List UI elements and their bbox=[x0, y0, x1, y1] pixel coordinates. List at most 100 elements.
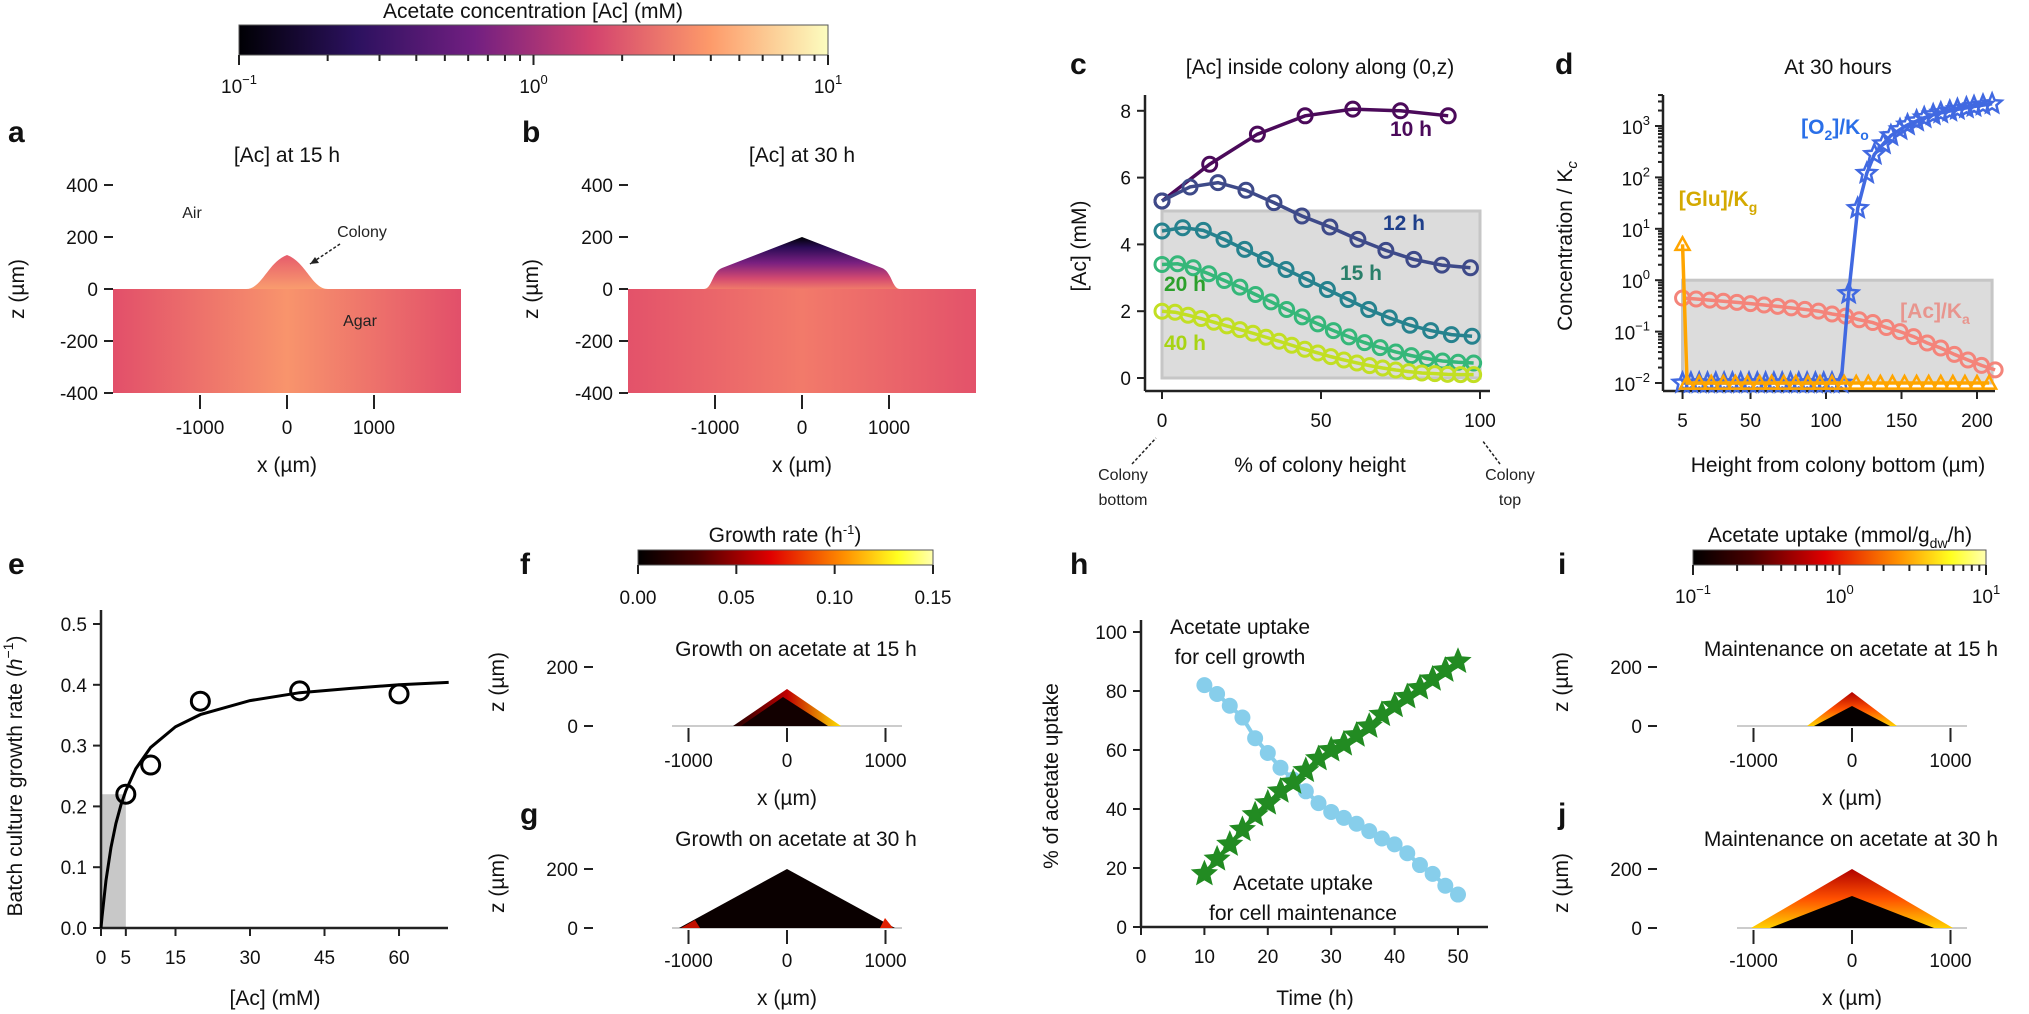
x-tick-label: 5 bbox=[121, 948, 132, 969]
series-star bbox=[1190, 647, 1472, 886]
label-subscript: a bbox=[1962, 311, 1970, 327]
data-point bbox=[1361, 823, 1378, 840]
y-tick-label: 0 bbox=[1631, 919, 1642, 940]
data-point bbox=[1919, 373, 1938, 390]
data-point bbox=[1442, 326, 1460, 344]
data-point bbox=[1399, 845, 1416, 862]
colorbar-ticks: 10−1 100 101 bbox=[1675, 565, 2000, 608]
data-point bbox=[1259, 744, 1276, 761]
data-point bbox=[1174, 219, 1192, 237]
tick-base: 10 bbox=[1622, 118, 1643, 139]
agar-label: Agar bbox=[343, 313, 377, 330]
data-point bbox=[1439, 107, 1457, 125]
data-point bbox=[1677, 373, 1697, 390]
tick-exponent: 1 bbox=[1643, 216, 1650, 231]
data-point bbox=[1387, 343, 1405, 361]
panel-d: d At 30 hours Height from colony bottom … bbox=[1554, 48, 2005, 477]
data-point bbox=[1310, 795, 1327, 812]
tick-exponent: −1 bbox=[242, 72, 257, 87]
data-point bbox=[1871, 373, 1890, 390]
tick-exponent: 3 bbox=[1643, 113, 1650, 128]
panel-g: g Growth on acetate at 30 h x (µm) z (µm… bbox=[486, 798, 917, 1010]
data-point bbox=[1835, 280, 1862, 305]
x-axis-label: Height from colony bottom (µm) bbox=[1691, 454, 1986, 477]
data-point bbox=[1894, 111, 1921, 136]
y-tick-label: 0 bbox=[567, 919, 578, 940]
y-tick-label: 0.2 bbox=[61, 797, 87, 818]
y-tick-label: 0 bbox=[87, 280, 98, 301]
series-line bbox=[1161, 309, 1474, 377]
y-tick-label: 10−2 bbox=[1614, 370, 1650, 396]
y-axis-label-main: Concentration / K bbox=[1554, 169, 1577, 331]
air-label: Air bbox=[182, 205, 202, 222]
y-axis-label-main: Batch culture growth rate ( bbox=[4, 670, 27, 916]
data-point bbox=[1955, 373, 1975, 390]
data-point bbox=[1228, 815, 1256, 842]
x-tick-label: 10 bbox=[1194, 947, 1215, 968]
colorbar-tick-label: 10−1 bbox=[221, 72, 257, 98]
y-tick-label: 400 bbox=[581, 176, 613, 197]
agar-heatmap bbox=[113, 289, 461, 393]
x-axis-label: x (µm) bbox=[257, 454, 317, 477]
data-point bbox=[1236, 240, 1254, 258]
tick-base: 10 bbox=[1622, 221, 1643, 242]
data-point bbox=[1401, 316, 1419, 334]
colorbar-tick-label: 100 bbox=[1825, 582, 1853, 608]
data-point bbox=[1463, 327, 1481, 345]
colorbar-gradient bbox=[637, 549, 934, 566]
y-tick-label: 0 bbox=[602, 280, 613, 301]
data-point bbox=[1690, 373, 1709, 390]
y-tick-label: 200 bbox=[546, 658, 578, 679]
y-tick-label: 6 bbox=[1120, 169, 1131, 190]
data-point bbox=[1928, 99, 1954, 124]
data-point bbox=[1738, 373, 1757, 390]
data-point bbox=[1215, 230, 1233, 248]
y-axis-label-sub: c bbox=[1564, 161, 1581, 169]
y-tick-label: 0 bbox=[567, 717, 578, 738]
colony-heatmap bbox=[704, 237, 900, 289]
series-triangle bbox=[1673, 234, 1999, 390]
x-tick-label: 15 bbox=[165, 948, 186, 969]
shaded-region bbox=[101, 794, 126, 928]
series-circle bbox=[1196, 677, 1466, 903]
y-tick-label: 0.0 bbox=[61, 919, 87, 940]
chart-title: [Ac] inside colony along (0,z) bbox=[1186, 56, 1454, 79]
tick-exponent: −1 bbox=[1635, 319, 1650, 334]
data-point bbox=[1786, 373, 1805, 390]
label-subscript: o bbox=[1860, 127, 1869, 143]
colorbar-tick-label: 100 bbox=[519, 72, 547, 98]
colorbar-ticks: 10−1 100 101 bbox=[221, 55, 842, 98]
x-tick-label: 40 bbox=[1384, 947, 1405, 968]
colorbar-title-sup: -1 bbox=[843, 522, 855, 537]
colorbar-growth: Growth rate (h-1) 0.00 0.05 0.10 0.15 bbox=[620, 522, 952, 609]
colorbar-acetate: Acetate concentration [Ac] (mM) 10−1 100 1… bbox=[221, 0, 842, 98]
y-tick-label: 60 bbox=[1106, 741, 1127, 762]
tick-base: 10 bbox=[814, 77, 835, 98]
data-point bbox=[1944, 96, 1971, 121]
y-tick-label: 0.3 bbox=[61, 737, 87, 758]
fit-curve bbox=[99, 680, 449, 929]
y-axis-label: z (µm) bbox=[520, 259, 543, 319]
x-axis-label: x (µm) bbox=[1822, 987, 1882, 1010]
data-point bbox=[1221, 697, 1238, 714]
series-label: for cell growth bbox=[1175, 646, 1306, 669]
colorbar-title: Acetate concentration [Ac] (mM) bbox=[383, 0, 683, 23]
x-tick-label: 200 bbox=[1961, 411, 1993, 432]
x-tick-label: 5 bbox=[1677, 411, 1688, 432]
series-line bbox=[1161, 180, 1471, 270]
x-tick-label: 50 bbox=[1740, 411, 1761, 432]
panel-title: Growth on acetate at 30 h bbox=[675, 828, 917, 851]
series-label: 40 h bbox=[1164, 332, 1206, 355]
x-axis-label: [Ac] (mM) bbox=[230, 987, 321, 1010]
y-axis-label: z (µm) bbox=[486, 853, 509, 913]
y-axis-label: z (µm) bbox=[1550, 853, 1573, 913]
data-point bbox=[1340, 328, 1358, 346]
colony-label: Colony bbox=[337, 224, 387, 241]
x-axis-label: x (µm) bbox=[772, 454, 832, 477]
series-40h bbox=[1153, 302, 1483, 384]
data-point bbox=[1153, 222, 1171, 240]
data-point bbox=[115, 783, 137, 805]
data-point bbox=[1907, 373, 1926, 390]
